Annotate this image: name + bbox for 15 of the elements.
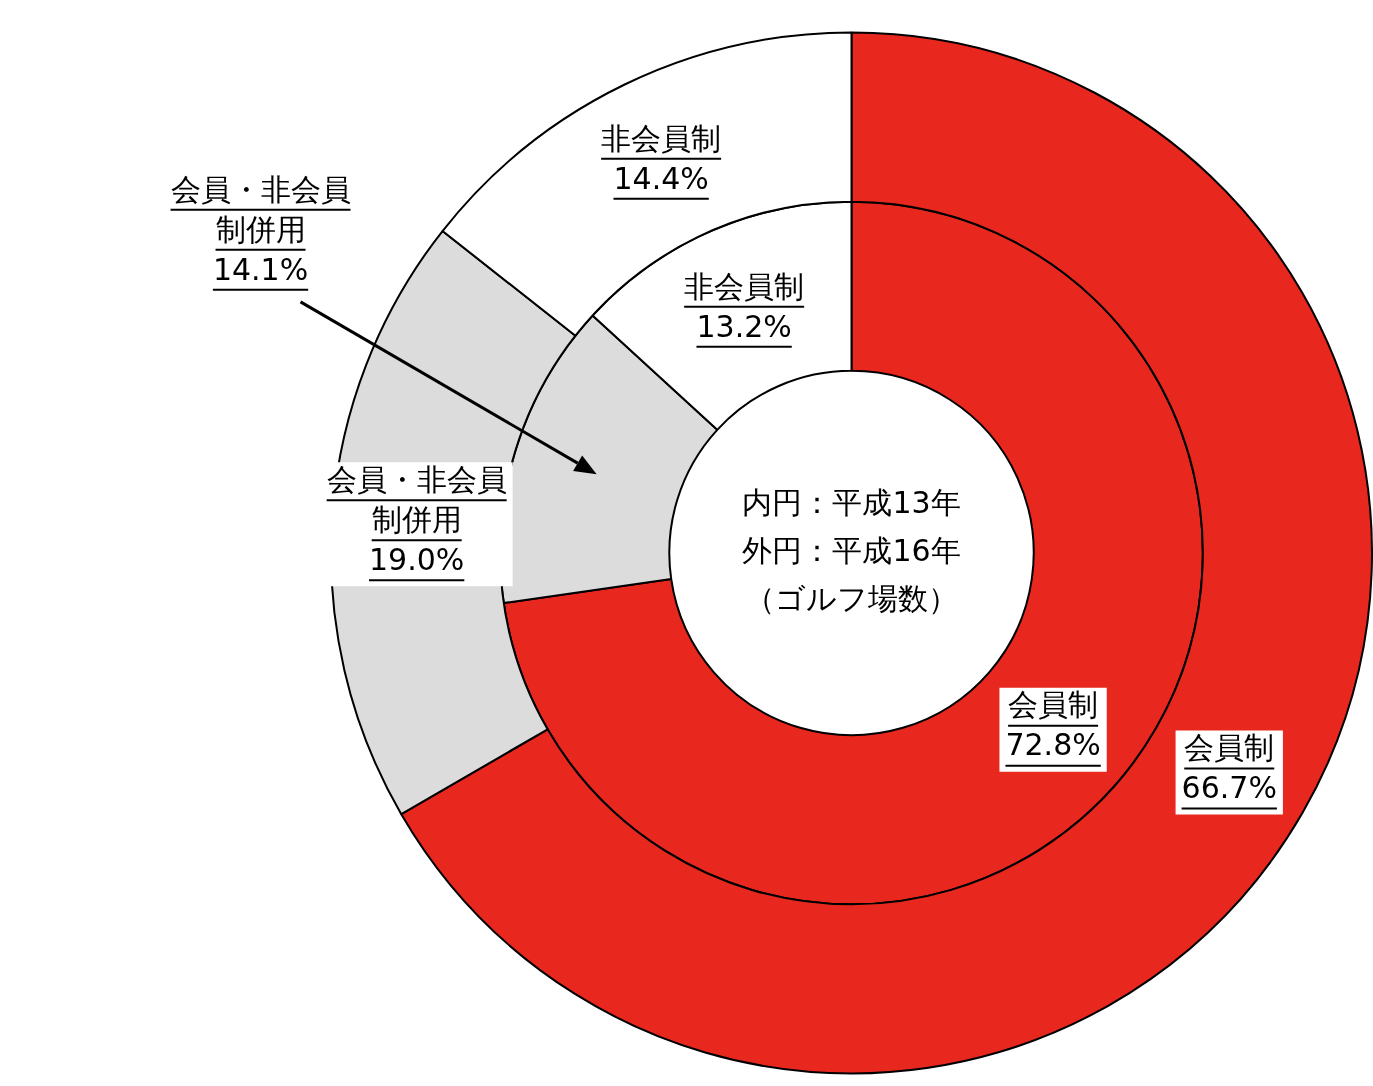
- slice-label: 会員・非会員制併用: [326, 462, 507, 538]
- slice-label: 非会員制: [601, 120, 722, 156]
- slice-label: 会員制: [1008, 687, 1099, 723]
- slice-label: 会員・非会員制併用: [170, 171, 351, 247]
- slice-label: 非会員制: [684, 268, 805, 304]
- slice-label: 会員制: [1184, 730, 1275, 766]
- data-label: 14.4%: [613, 160, 709, 196]
- text: 外円：平成16年: [742, 532, 961, 568]
- data-label: 66.7%: [1181, 770, 1277, 806]
- data-label: 14.1%: [212, 251, 309, 287]
- text: （ゴルフ場数）: [745, 580, 958, 616]
- data-label: 19.0%: [369, 542, 465, 578]
- data-label: 72.8%: [1005, 727, 1101, 763]
- text: 内円：平成13年: [742, 484, 961, 520]
- data-label: 13.2%: [696, 308, 792, 344]
